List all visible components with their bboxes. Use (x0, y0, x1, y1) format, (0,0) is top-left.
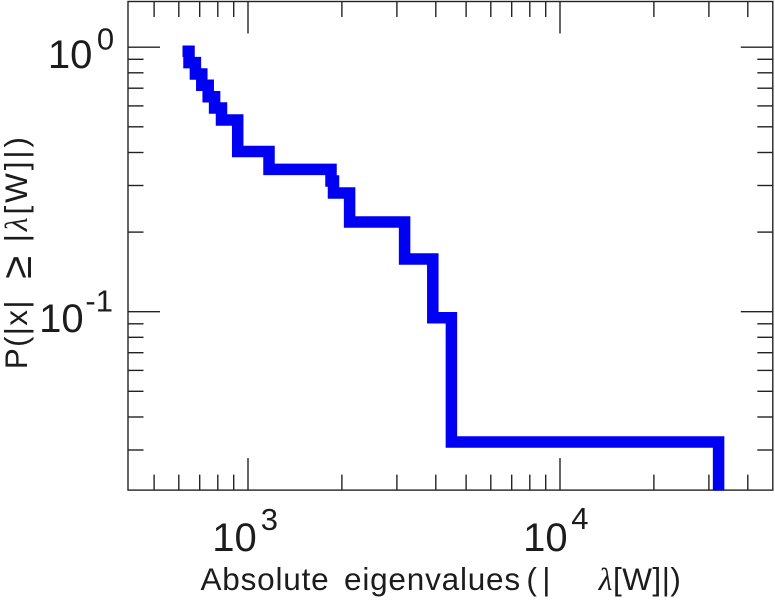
svg-text:Absolute: Absolute (201, 561, 330, 597)
svg-text:(: ( (526, 561, 537, 597)
svg-text:P(|x|: P(|x| (0, 299, 34, 369)
svg-text:|: | (542, 561, 550, 597)
svg-text:≥: ≥ (0, 256, 40, 279)
svg-text:3: 3 (261, 502, 278, 537)
svg-text:-1: -1 (85, 284, 113, 319)
svg-text:10: 10 (523, 516, 568, 560)
svg-text:10: 10 (212, 516, 256, 560)
svg-text:|λ[W]|): |λ[W]|) (0, 134, 34, 242)
svg-text:10: 10 (39, 297, 84, 341)
svg-text:0: 0 (97, 22, 114, 57)
svg-text:10: 10 (48, 33, 93, 77)
svg-text:4: 4 (571, 501, 588, 536)
svg-text:λ[W]|): λ[W]|) (598, 561, 682, 597)
svg-text:eigenvalues: eigenvalues (344, 561, 521, 597)
